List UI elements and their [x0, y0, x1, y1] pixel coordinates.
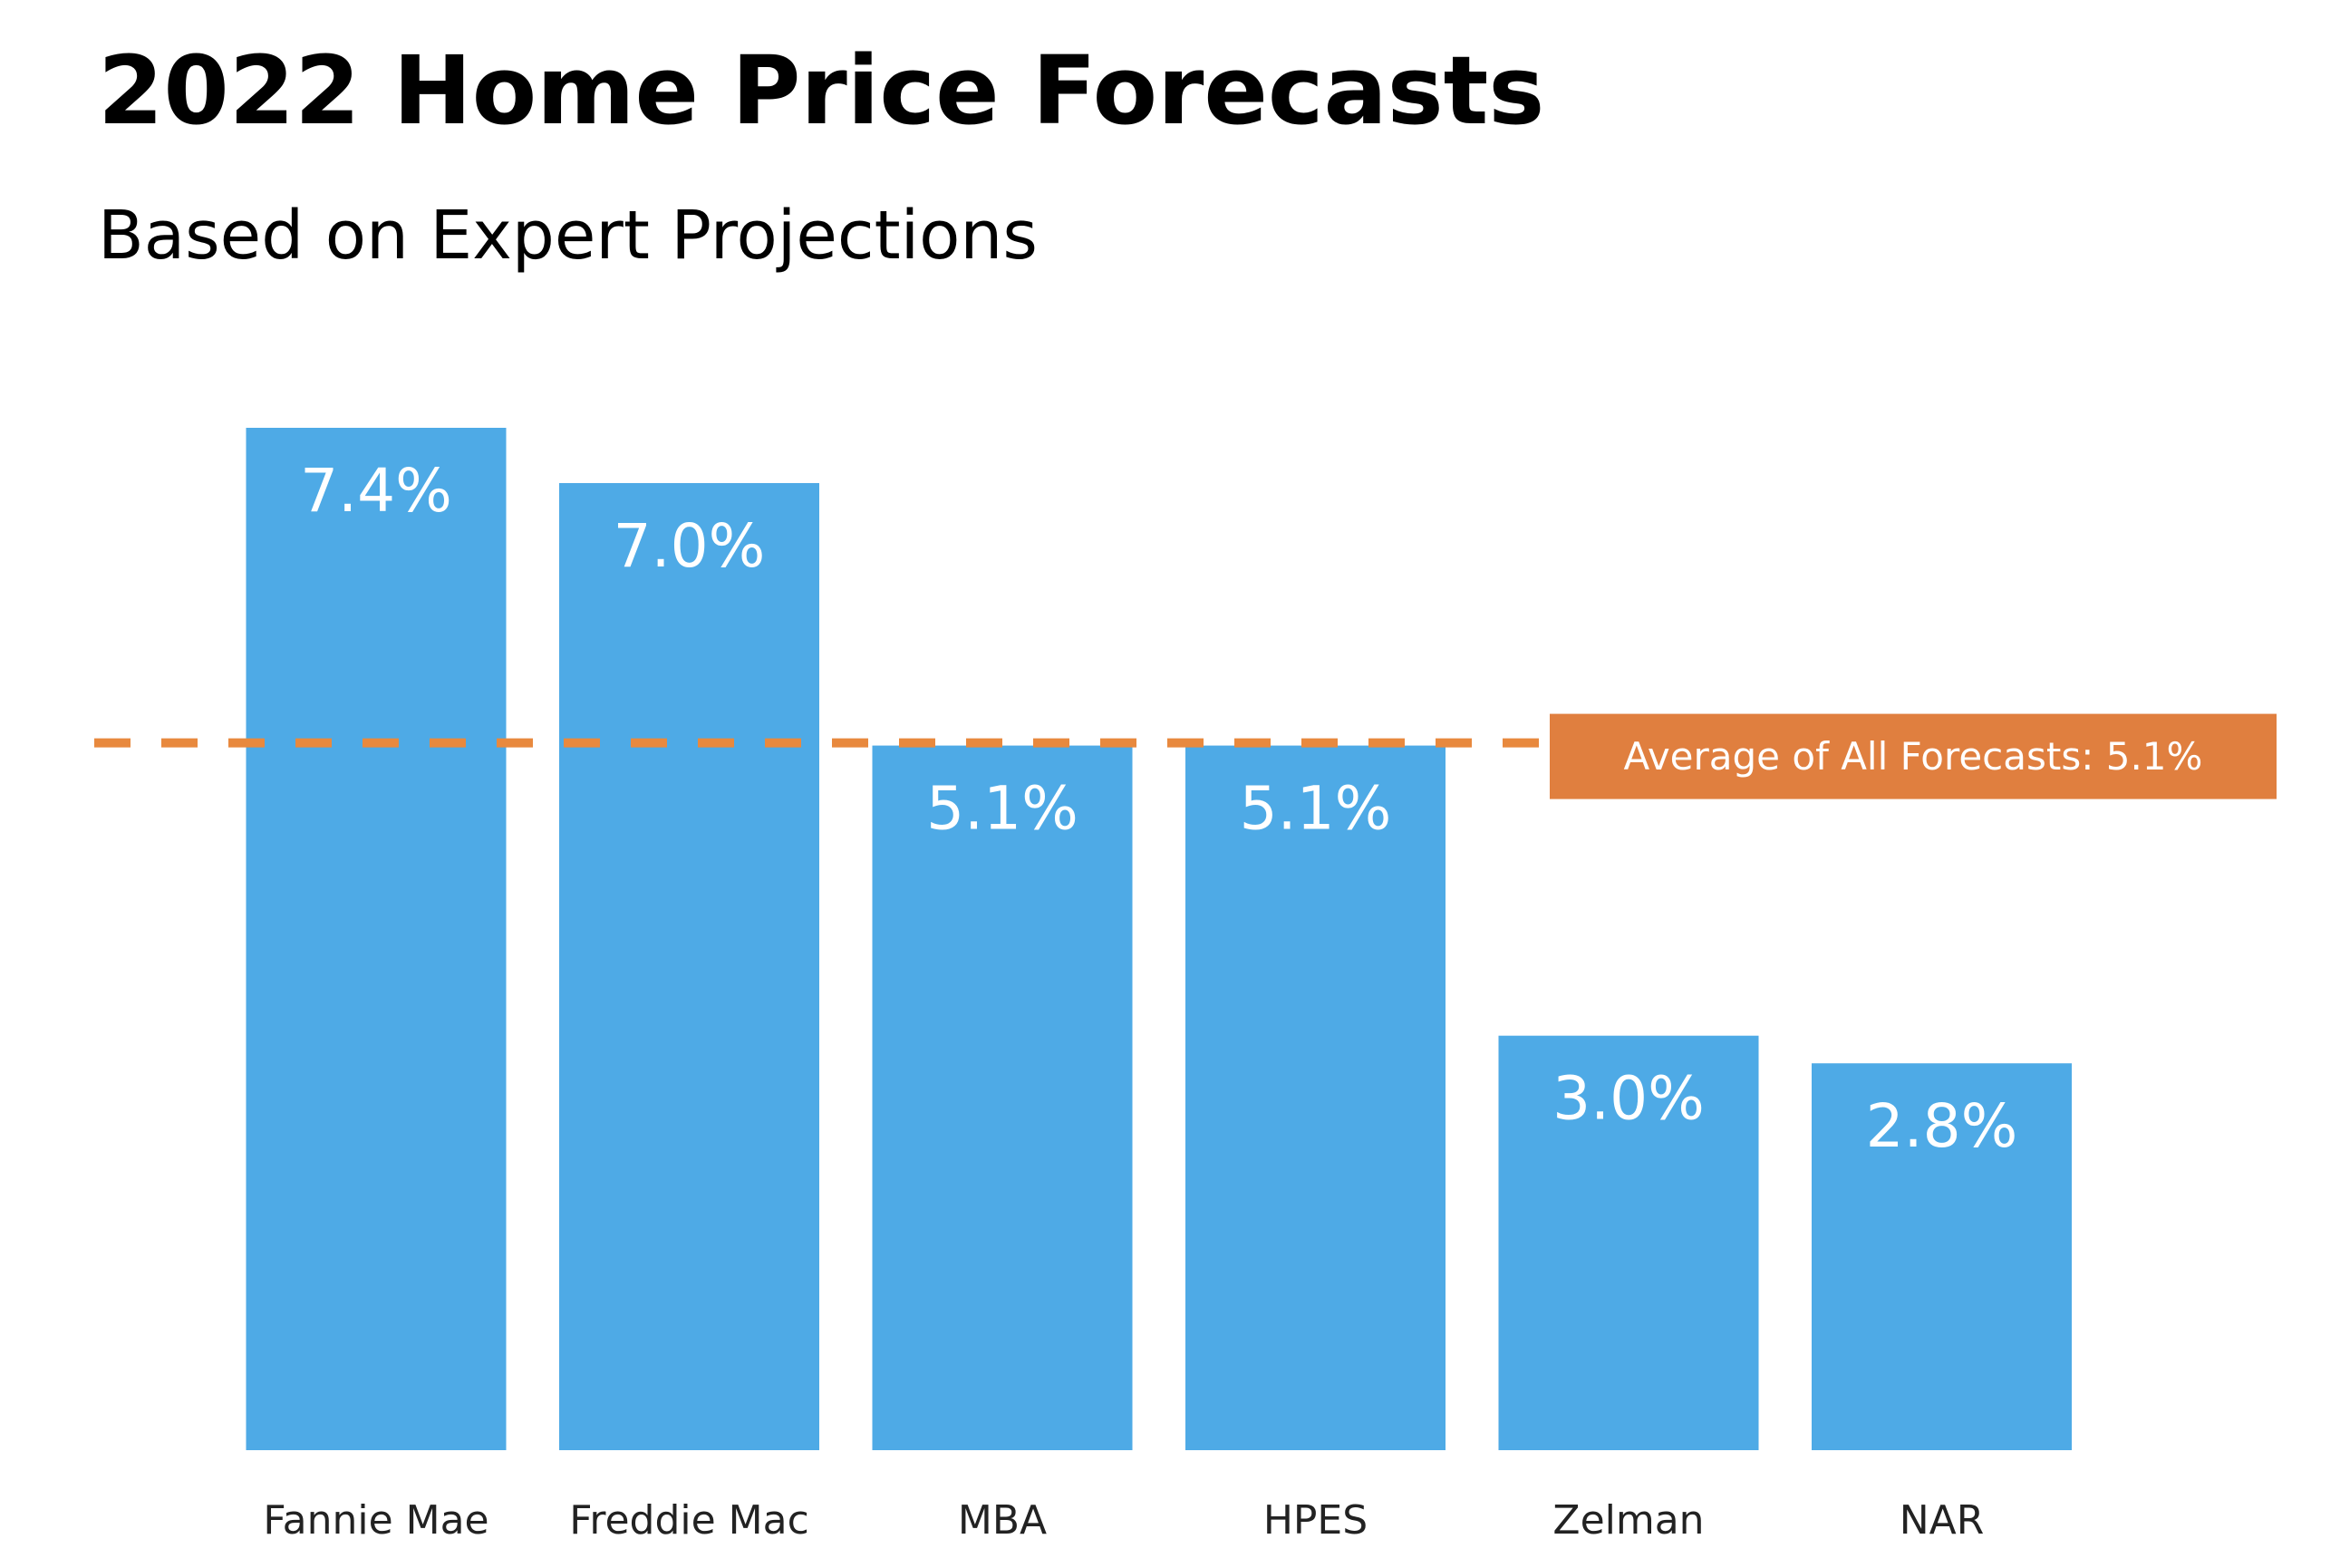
bar-value-label: 7.0% [614, 511, 766, 581]
average-label-box [1550, 713, 2277, 799]
bar-value-labels: 7.4% 7.0% 5.1% 5.1% 3.0% 2.8% [300, 456, 2017, 1161]
category-label: Fannie Mae [263, 1497, 488, 1544]
category-label: Zelman [1552, 1497, 1704, 1544]
bar-value-label: 2.8% [1866, 1091, 2018, 1161]
category-label: NAR [1900, 1497, 1985, 1544]
category-label: MBA [958, 1497, 1047, 1544]
bars-group [246, 428, 2072, 1451]
average-label: Average of All Forecasts: 5.1% [1624, 734, 2203, 779]
bar-zelman [1498, 1035, 1759, 1450]
category-label: Freddie Mac [569, 1497, 809, 1544]
chart-title: 2022 Home Price Forecasts [98, 35, 1545, 146]
category-labels: Fannie Mae Freddie Mac MBA HPES Zelman NAR [263, 1497, 1984, 1544]
bar-value-label: 5.1% [1240, 774, 1392, 844]
average-reference: Average of All Forecasts: 5.1% [94, 713, 2277, 799]
bar-mba [872, 745, 1133, 1450]
bar-value-label: 7.4% [300, 456, 452, 526]
category-label: HPES [1263, 1497, 1368, 1544]
bar-hpes [1185, 745, 1446, 1450]
bar-nar [1812, 1063, 2072, 1450]
bar-freddie-mac [559, 482, 819, 1451]
bar-fannie-mae [246, 428, 507, 1450]
bar-value-label: 3.0% [1552, 1064, 1705, 1134]
bar-value-label: 5.1% [926, 774, 1078, 844]
chart-subtitle: Based on Expert Projections [98, 197, 1038, 275]
